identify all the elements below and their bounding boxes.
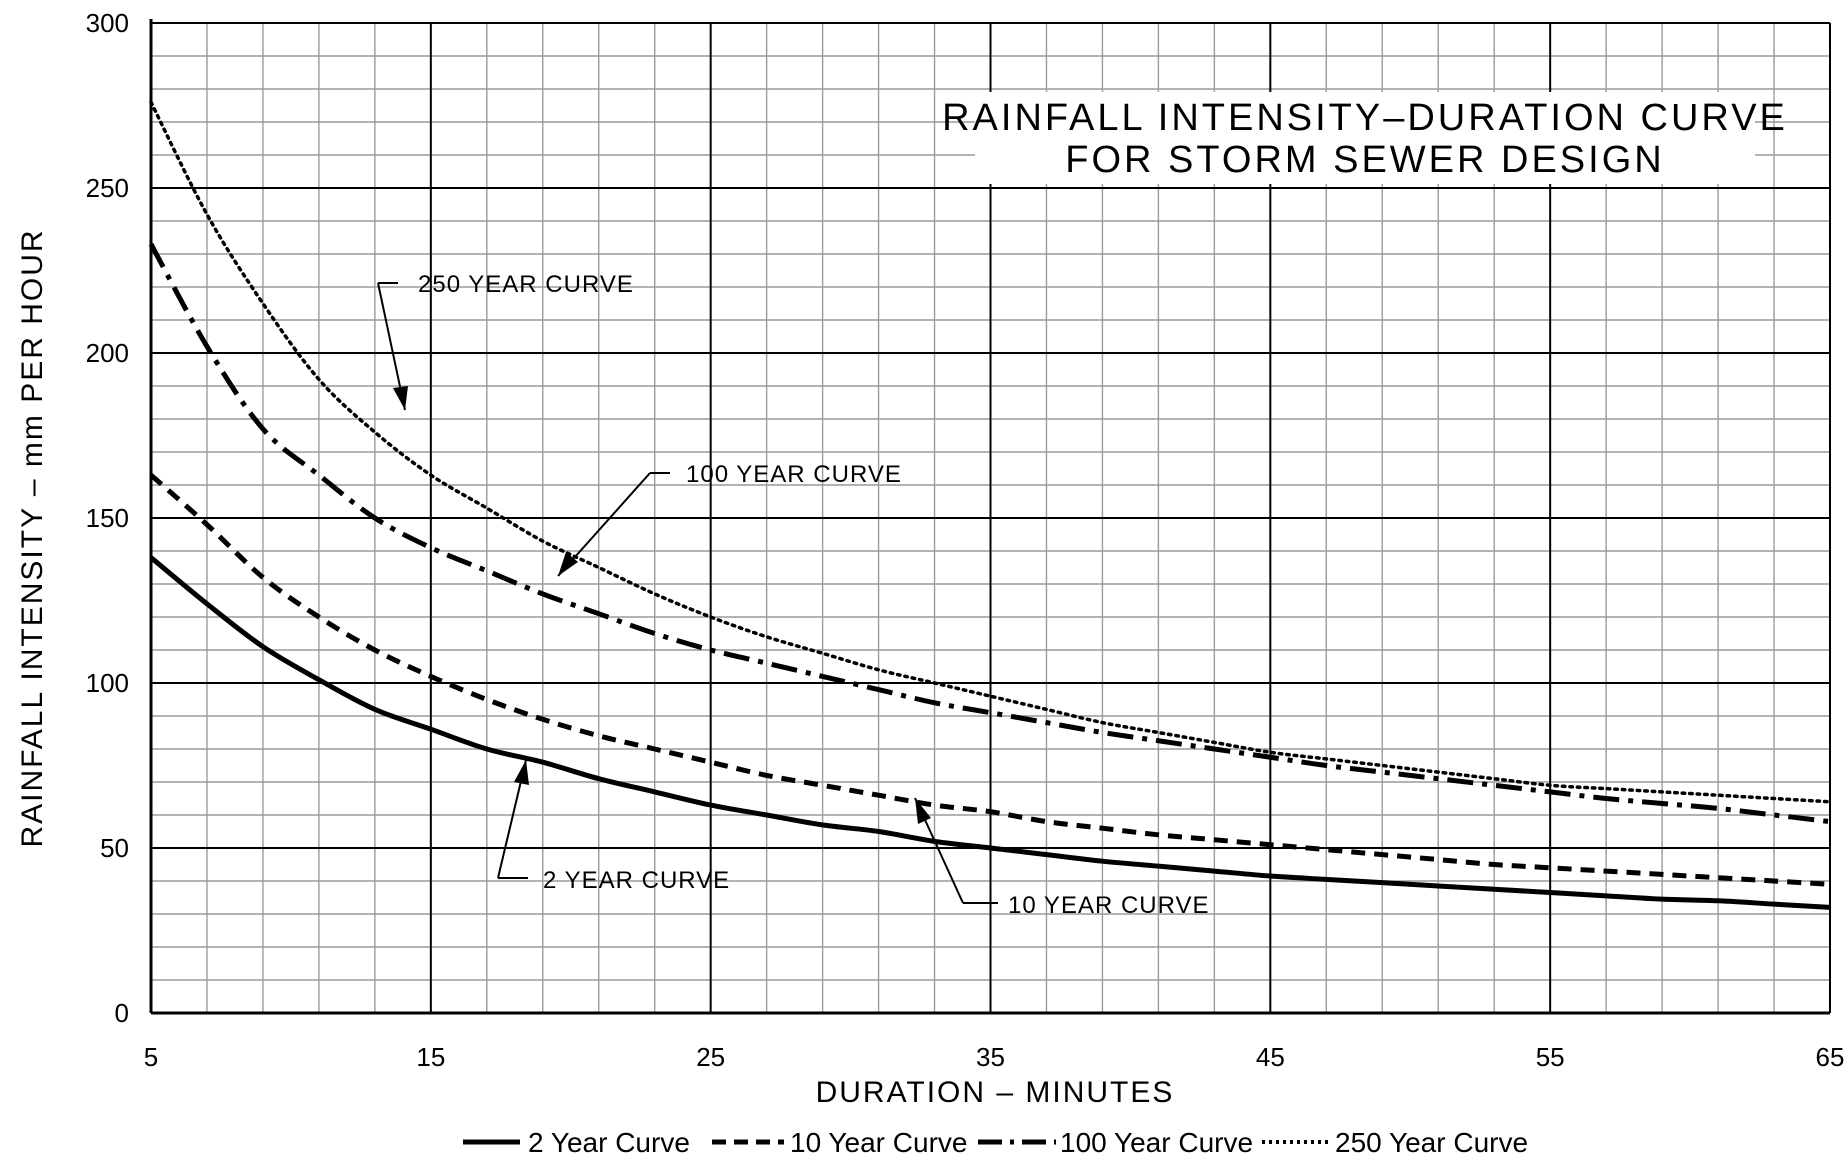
y-tick-labels: 0 50 100 150 200 250 300 <box>86 8 129 1028</box>
y-tick-label: 200 <box>86 338 129 368</box>
legend-item-2-year: 2 Year Curve <box>463 1127 690 1158</box>
y-tick-label: 150 <box>86 503 129 533</box>
x-tick-label: 45 <box>1256 1042 1285 1072</box>
legend-item-10-year: 10 Year Curve <box>712 1127 967 1158</box>
series-line-solid <box>149 555 1831 910</box>
x-tick-label: 35 <box>976 1042 1005 1072</box>
y-axis-title: RAINFALL INTENSITY – mm PER HOUR <box>16 228 49 847</box>
axes <box>149 19 1831 1015</box>
x-tick-label: 15 <box>416 1042 445 1072</box>
y-tick-label: 0 <box>115 998 129 1028</box>
legend-label: 250 Year Curve <box>1335 1127 1528 1158</box>
legend-label: 10 Year Curve <box>790 1127 967 1158</box>
annotation-250-year-label: 250 YEAR CURVE <box>418 271 634 298</box>
y-tick-label: 300 <box>86 8 129 38</box>
x-tick-label: 25 <box>696 1042 725 1072</box>
y-tick-label: 100 <box>86 668 129 698</box>
legend-item-250-year: 250 Year Curve <box>1262 1127 1528 1158</box>
annotation-10-year: 10 YEAR CURVE <box>914 797 1210 919</box>
x-tick-label: 65 <box>1816 1042 1845 1072</box>
series-line-dashdot <box>148 242 1831 825</box>
annotation-250-year: 250 YEAR CURVE <box>377 271 634 411</box>
annotation-2-year: 2 YEAR CURVE <box>497 759 730 894</box>
legend: 2 Year Curve 10 Year Curve 100 Year Curv… <box>463 1127 1528 1158</box>
title-background <box>975 92 1755 184</box>
x-axis-title: DURATION – MINUTES <box>816 1076 1175 1109</box>
x-tick-label: 5 <box>144 1042 158 1072</box>
series-line-dotted <box>149 100 1832 804</box>
series-line-dashed <box>149 473 1831 887</box>
annotation-100-year: 100 YEAR CURVE <box>557 461 902 577</box>
annotation-100-year-label: 100 YEAR CURVE <box>686 461 902 488</box>
annotation-2-year-label: 2 YEAR CURVE <box>543 867 730 894</box>
chart-subtitle: FOR STORM SEWER DESIGN <box>1065 139 1664 181</box>
chart-title: RAINFALL INTENSITY–DURATION CURVE <box>942 97 1788 139</box>
legend-label: 100 Year Curve <box>1060 1127 1253 1158</box>
series-layer <box>148 100 1832 910</box>
legend-item-100-year: 100 Year Curve <box>978 1127 1253 1158</box>
annotation-10-year-label: 10 YEAR CURVE <box>1008 892 1210 919</box>
legend-label: 2 Year Curve <box>528 1127 690 1158</box>
x-tick-labels: 5 15 25 35 45 55 65 <box>144 1042 1845 1072</box>
x-tick-label: 55 <box>1536 1042 1565 1072</box>
y-tick-label: 250 <box>86 173 129 203</box>
y-tick-label: 50 <box>100 833 129 863</box>
